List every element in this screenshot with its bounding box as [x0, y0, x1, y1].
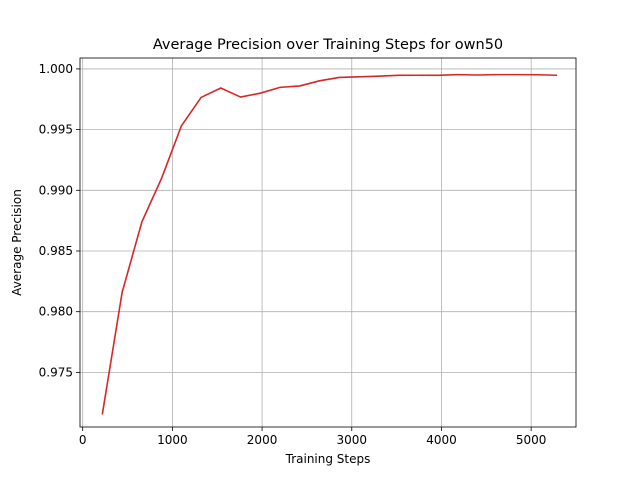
x-tick-label: 4000 — [426, 433, 457, 447]
axis-ticks: 0 1000 2000 3000 4000 5000 0.975 0.980 0.985 0.99… — [39, 62, 547, 447]
series-layer — [101, 73, 558, 415]
y-tick-label: 0.995 — [39, 123, 73, 137]
y-tick-label: 0.980 — [39, 305, 73, 319]
y-tick-label: 0.975 — [39, 365, 73, 379]
x-tick-label: 3000 — [336, 433, 367, 447]
y-tick-label: 0.985 — [39, 244, 73, 258]
grid-lines — [80, 58, 576, 427]
plot-area-frame — [79, 57, 577, 428]
y-axis-label: Average Precision — [10, 189, 24, 296]
y-tick-label: 0.990 — [39, 183, 73, 197]
chart-title: Average Precision over Training Steps fo… — [153, 37, 503, 53]
series-line — [101, 73, 558, 415]
x-tick-label: 0 — [79, 433, 87, 447]
x-tick-label: 1000 — [157, 433, 188, 447]
x-tick-label: 2000 — [247, 433, 278, 447]
y-tick-label: 1.000 — [39, 62, 73, 76]
x-axis-label: Training Steps — [285, 452, 371, 466]
x-tick-label: 5000 — [516, 433, 547, 447]
